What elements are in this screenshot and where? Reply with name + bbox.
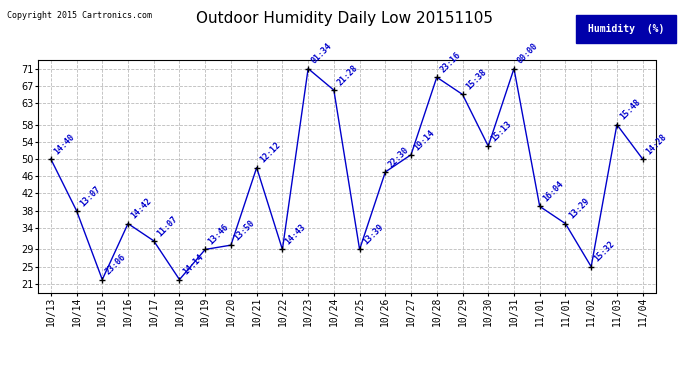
Text: 21:28: 21:28	[335, 63, 359, 87]
Text: 15:32: 15:32	[593, 240, 617, 264]
Text: Outdoor Humidity Daily Low 20151105: Outdoor Humidity Daily Low 20151105	[197, 11, 493, 26]
Text: 15:38: 15:38	[464, 68, 488, 92]
Text: 12:12: 12:12	[258, 141, 282, 165]
Text: 01:34: 01:34	[310, 42, 333, 66]
Text: 14:40: 14:40	[52, 132, 77, 156]
Text: 16:04: 16:04	[541, 180, 565, 204]
Text: 14:42: 14:42	[130, 197, 153, 221]
Text: 13:07: 13:07	[78, 184, 102, 208]
Text: 13:29: 13:29	[566, 197, 591, 221]
Text: 14:43: 14:43	[284, 223, 308, 247]
Text: 23:06: 23:06	[104, 253, 128, 277]
Text: 13:46: 13:46	[206, 223, 230, 247]
Text: 19:14: 19:14	[413, 128, 437, 152]
Text: 22:30: 22:30	[386, 145, 411, 169]
Text: 14:28: 14:28	[644, 132, 668, 156]
Text: 15:48: 15:48	[618, 98, 642, 122]
Text: 13:50: 13:50	[233, 218, 257, 242]
Text: 13:39: 13:39	[361, 223, 385, 247]
Text: Humidity  (%): Humidity (%)	[588, 24, 664, 34]
Text: 15:13: 15:13	[490, 119, 513, 143]
Text: 00:00: 00:00	[515, 42, 540, 66]
Text: 23:16: 23:16	[438, 50, 462, 75]
Text: 14:14: 14:14	[181, 253, 205, 277]
Text: 11:07: 11:07	[155, 214, 179, 238]
Text: Copyright 2015 Cartronics.com: Copyright 2015 Cartronics.com	[7, 11, 152, 20]
